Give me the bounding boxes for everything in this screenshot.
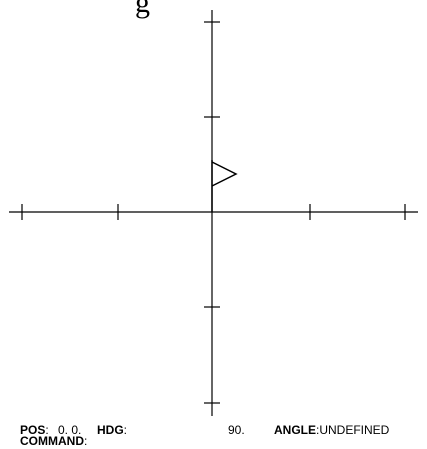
hdg-value: 90. [228, 423, 245, 437]
pos-label: POS [20, 423, 46, 437]
partial-title-text: g [135, 0, 150, 19]
angle-label: ANGLE [274, 423, 316, 437]
command-line[interactable]: COMMAND: [20, 434, 88, 448]
status-bar: POS: 0. 0. HDG: 90. ANGLE:UNDEFINED [20, 423, 390, 437]
command-label: COMMAND [20, 434, 84, 448]
angle-value: UNDEFINED [319, 423, 390, 437]
flag-turtle-icon [211, 160, 238, 212]
hdg-label: HDG [97, 423, 124, 437]
pos-value: 0. 0. [58, 423, 82, 437]
